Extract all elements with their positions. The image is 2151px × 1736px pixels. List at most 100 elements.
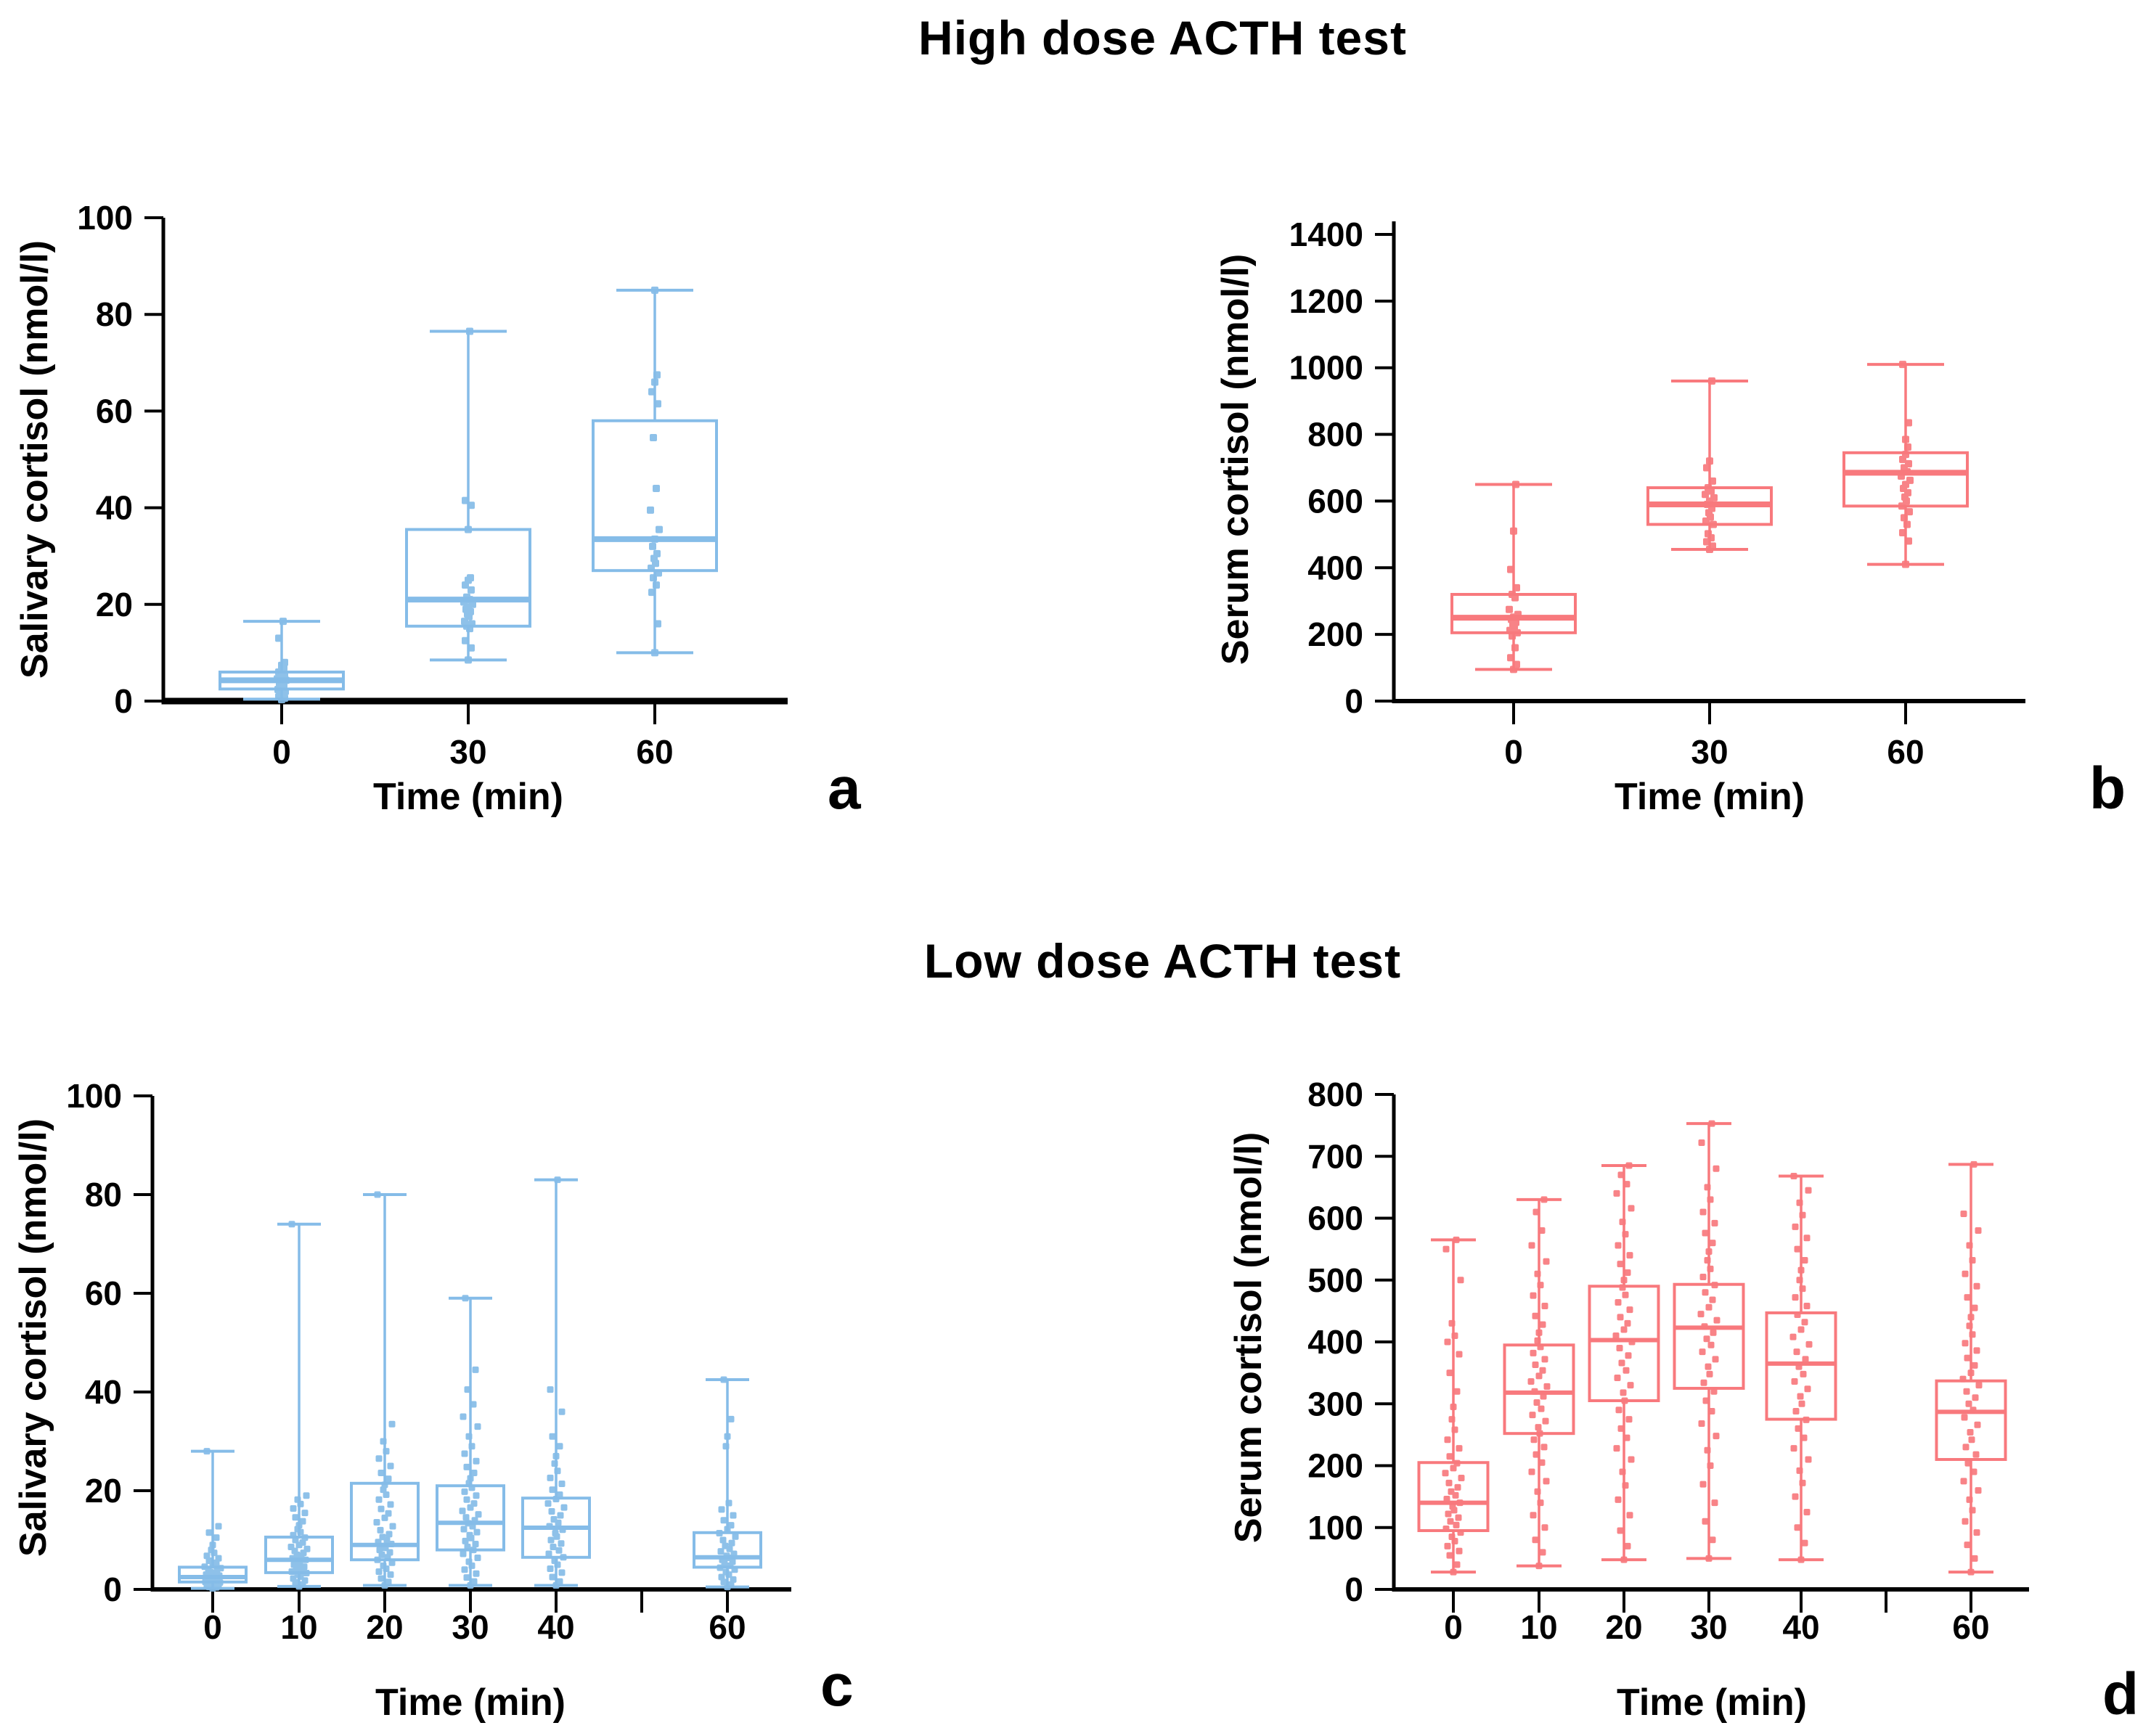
data-point [462,1514,470,1521]
data-point [558,1480,566,1487]
data-point [1970,1468,1977,1475]
y-tick-label: 40 [85,1373,122,1411]
data-point [1530,1436,1538,1444]
data-point [728,1539,735,1547]
data-point [1970,1160,1977,1168]
data-point [1624,1542,1631,1549]
data-point [205,1557,213,1565]
data-point [1969,1256,1976,1264]
data-point [1446,1453,1453,1460]
data-point [1532,1536,1539,1544]
data-point [1535,1329,1543,1336]
data-point [1794,1524,1801,1531]
data-point [1613,1445,1620,1452]
data-point [1702,1397,1710,1404]
data-point [460,1526,468,1533]
y-tick-label: 80 [85,1176,122,1213]
data-point [1905,459,1912,467]
data-point [1904,443,1911,451]
data-point [1710,1388,1718,1395]
data-point [380,1562,387,1569]
data-point [1698,1139,1705,1146]
data-point [1613,1190,1620,1197]
data-point [215,1523,222,1530]
data-point [459,1507,466,1515]
data-point [1622,1291,1629,1298]
data-point [1799,1479,1806,1486]
data-point [1805,1340,1813,1348]
data-point [1699,1481,1707,1488]
data-point [1448,1534,1456,1541]
data-point [463,1574,470,1581]
data-point [722,1443,730,1450]
x-tick-label: 60 [1952,1608,1989,1646]
data-point [1792,1223,1799,1230]
data-point [1456,1351,1463,1358]
iqr-box [1503,1343,1575,1436]
y-tick-label: 200 [1307,615,1363,653]
scatter-points [1789,1173,1813,1563]
data-point [1711,1282,1718,1289]
data-point [1702,1289,1709,1296]
data-point [1705,484,1712,492]
data-point [1626,1512,1633,1519]
data-point [1699,1208,1707,1216]
data-point [1797,1556,1805,1563]
data-point [462,496,469,504]
data-point [655,569,662,577]
data-point [385,1531,393,1538]
data-point [1713,1165,1720,1172]
data-point [470,1500,478,1507]
panel-b-letter: b [2089,756,2126,822]
scatter-points [459,1295,482,1589]
data-point [373,1519,380,1526]
data-point [1623,1434,1630,1441]
data-point [1542,1417,1549,1425]
data-point [1442,1525,1450,1532]
data-point [470,1547,477,1554]
data-point [1450,1465,1457,1472]
data-point [722,1542,729,1549]
data-point [1969,1507,1976,1514]
data-point [290,1504,297,1512]
y-tick-label: 0 [1344,1571,1363,1608]
data-point [1711,1499,1718,1507]
data-point [1975,1487,1982,1494]
data-point [653,371,661,379]
data-point [468,644,475,652]
data-point [1706,1370,1713,1377]
data-point [1792,1407,1800,1414]
data-point [1445,1479,1453,1486]
data-point [288,1221,295,1228]
data-point [292,1514,299,1521]
data-point [1699,1348,1706,1356]
data-point [375,1496,383,1503]
data-point [1448,1416,1456,1423]
data-point [1975,1227,1982,1235]
data-point [1905,419,1912,427]
data-point [1532,1451,1540,1458]
data-point [1801,1319,1808,1326]
data-point [1713,1433,1720,1440]
data-point [1973,1282,1980,1290]
data-point [475,1511,482,1518]
y-tick-label: 0 [1344,682,1363,720]
data-point [560,1554,567,1561]
scatter-points [716,1376,739,1591]
data-point [294,1571,301,1579]
data-point [461,1566,468,1573]
data-point [558,1569,566,1576]
data-point [468,1443,475,1450]
data-point [474,1423,481,1430]
data-point [1902,451,1909,459]
y-tick-label: 0 [114,682,133,720]
y-tick-label: 700 [1307,1137,1363,1175]
data-point [1705,1555,1713,1562]
panel-a-xlabel: Time (min) [373,776,563,818]
data-point [1964,1541,1971,1549]
data-point [1628,1205,1635,1212]
data-point [1964,1354,1971,1362]
data-point [1793,1348,1800,1356]
data-point [465,1520,472,1527]
data-point [213,1534,220,1541]
